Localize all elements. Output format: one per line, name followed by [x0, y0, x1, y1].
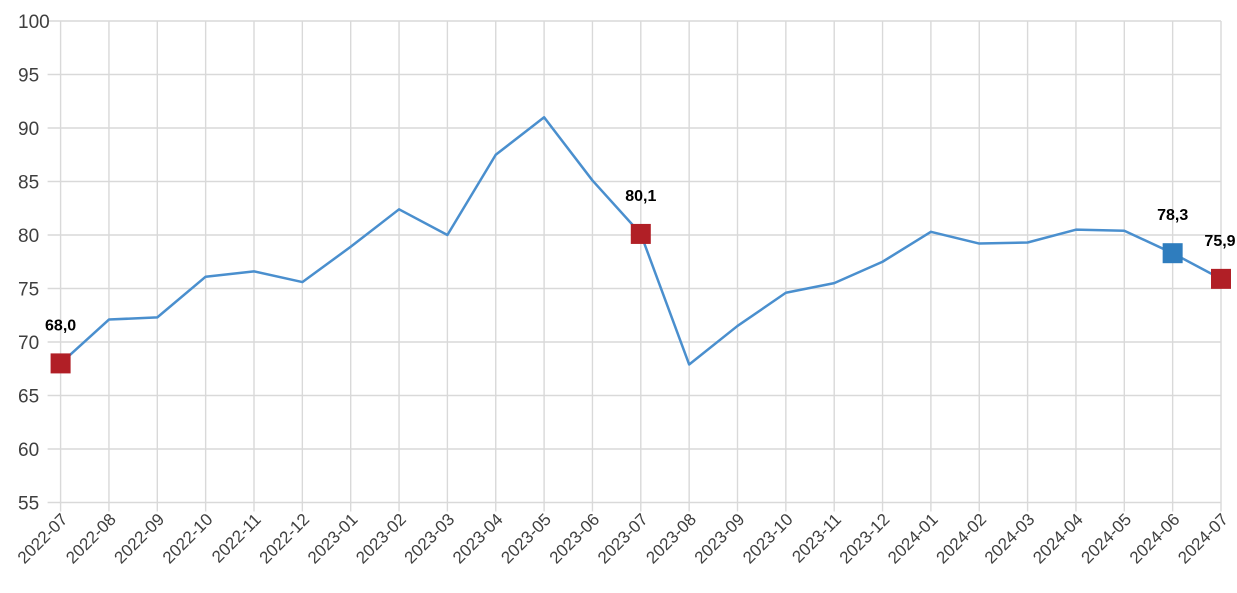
x-axis-tick-label: 2023-11	[788, 510, 845, 567]
marker-2024-06	[1162, 243, 1183, 264]
y-axis-tick-label: 85	[18, 173, 39, 194]
x-axis-tick-label: 2022-09	[111, 510, 169, 568]
data-label-2024-07: 75,9	[1204, 233, 1235, 250]
x-axis-tick-label: 2022-12	[256, 510, 314, 568]
x-axis-tick-label: 2024-04	[1029, 510, 1087, 568]
x-axis-tick-label: 2023-07	[594, 510, 652, 568]
x-axis-tick-label: 2023-02	[352, 510, 410, 568]
data-label-2024-06: 78,3	[1157, 207, 1188, 224]
x-axis-tick-label: 2024-06	[1126, 510, 1184, 568]
y-axis-tick-label: 65	[18, 387, 39, 408]
x-axis-tick-label: 2023-05	[497, 510, 555, 568]
x-axis-tick-label: 2023-01	[304, 510, 362, 568]
x-axis-tick-label: 2024-01	[884, 510, 942, 568]
x-axis-tick-label: 2024-02	[933, 510, 991, 568]
x-axis-tick-label: 2023-12	[836, 510, 894, 568]
y-axis-tick-label: 70	[18, 333, 39, 354]
y-axis-tick-label: 95	[18, 66, 39, 87]
data-label-2022-07: 68,0	[45, 317, 76, 334]
marker-2023-07	[630, 223, 651, 244]
x-axis-tick-label: 2022-07	[14, 510, 72, 568]
y-axis-tick-label: 75	[18, 280, 39, 301]
x-axis-tick-label: 2023-10	[739, 510, 797, 568]
x-axis-tick-label: 2023-09	[691, 510, 749, 568]
x-axis-tick-label: 2023-08	[642, 510, 700, 568]
x-axis-tick-label: 2024-07	[1174, 510, 1232, 568]
x-axis-tick-label: 2023-03	[401, 510, 459, 568]
x-axis-tick-label: 2023-06	[546, 510, 604, 568]
x-axis-tick-label: 2024-03	[981, 510, 1039, 568]
marker-2024-07	[1211, 268, 1231, 289]
x-axis-tick-label: 2022-10	[159, 510, 217, 568]
x-axis-tick-label: 2023-04	[449, 510, 507, 568]
y-axis-tick-label: 100	[18, 12, 50, 33]
y-axis-tick-label: 55	[18, 494, 39, 515]
y-axis-tick-label: 90	[18, 119, 39, 140]
y-axis-tick-label: 60	[18, 440, 39, 461]
x-axis-tick-label: 2024-05	[1078, 510, 1136, 568]
x-axis-tick-label: 2022-08	[62, 510, 120, 568]
data-label-2023-07: 80,1	[625, 188, 656, 205]
x-axis-tick-label: 2022-11	[208, 510, 265, 567]
y-axis-tick-label: 80	[18, 226, 39, 247]
marker-2022-07	[50, 353, 71, 374]
